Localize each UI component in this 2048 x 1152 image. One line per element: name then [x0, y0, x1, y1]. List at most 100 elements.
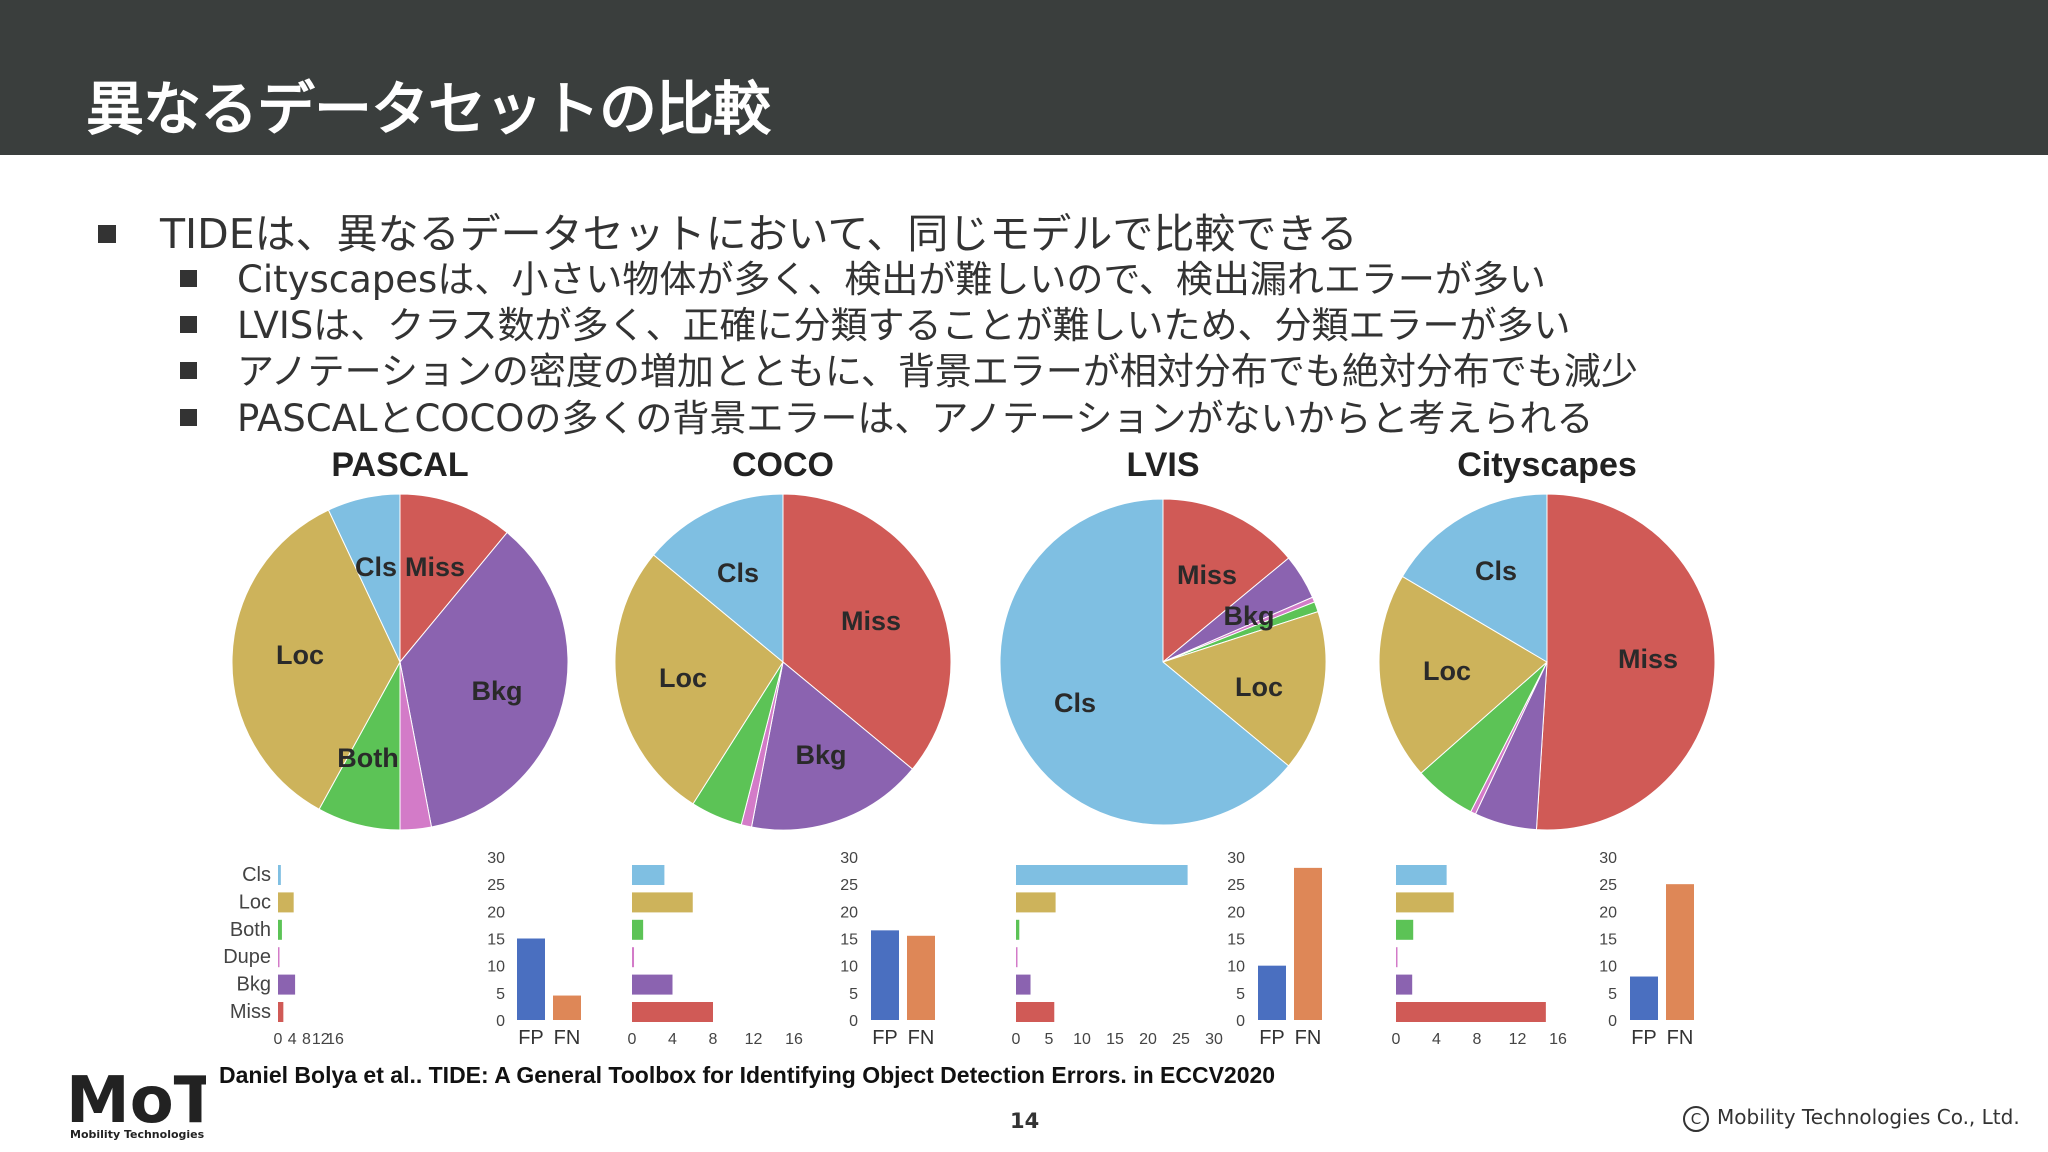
fpfn-axis-tick: 20 — [1227, 904, 1245, 921]
pie-label-miss: Miss — [841, 606, 901, 636]
pie-label-bkg: Bkg — [471, 676, 522, 706]
fpfn-axis-tick: 5 — [1608, 986, 1617, 1003]
error-axis-tick: 5 — [1045, 1031, 1054, 1048]
error-bar-label: Bkg — [237, 974, 271, 996]
pie-label-miss: Miss — [1618, 644, 1678, 674]
fpfn-bar-fp — [1258, 965, 1286, 1020]
pie-label-loc: Loc — [276, 640, 324, 670]
fpfn-bar-fp — [1630, 976, 1658, 1020]
page-number: 14 — [1010, 1109, 1040, 1133]
error-bar-label: Miss — [230, 1001, 271, 1023]
pie-slice-bkg — [750, 661, 914, 831]
error-bar-dupe — [278, 947, 280, 968]
error-bar-dupe — [1396, 947, 1398, 968]
bullet-text: LVISは、クラス数が多く、正確に分類することが難しいため、分類エラーが多い — [237, 304, 1571, 347]
error-bar-cls — [1016, 865, 1188, 885]
error-bar-both — [632, 919, 644, 940]
bullet-text: アノテーションの密度の増加とともに、背景エラーが相対分布でも絶対分布でも減少 — [237, 350, 1638, 393]
error-bar-cls — [1396, 865, 1447, 885]
bullet-main: TIDEは、異なるデータセットにおいて、同じモデルで比較できる — [98, 200, 1358, 260]
fpfn-axis-tick: 30 — [1599, 850, 1617, 867]
fpfn-axis-tick: 10 — [1227, 959, 1245, 976]
fpfn-axis-tick: 15 — [1227, 932, 1245, 949]
error-bar-bkg — [1016, 974, 1031, 995]
pie-slice-bkg — [399, 531, 569, 828]
error-bar-loc — [632, 892, 693, 913]
error-axis-tick: 20 — [1139, 1031, 1157, 1048]
copyright-icon: C — [1683, 1105, 1709, 1132]
error-axis-tick: 10 — [1073, 1031, 1091, 1048]
error-axis-tick: 16 — [1549, 1031, 1567, 1048]
error-bar-loc — [1016, 892, 1056, 913]
error-axis-tick: 25 — [1172, 1031, 1190, 1048]
error-axis-tick: 0 — [628, 1031, 637, 1048]
error-bar-both — [1016, 919, 1020, 940]
pie-slice-cls — [1401, 493, 1548, 663]
error-bar-miss — [1396, 1002, 1546, 1022]
error-bar-cls — [278, 865, 281, 885]
error-axis-tick: 8 — [709, 1031, 718, 1048]
fpfn-axis-tick: 10 — [840, 959, 858, 976]
square-bullet-icon — [180, 409, 197, 426]
pie-label-loc: Loc — [659, 663, 707, 693]
copyright: C Mobility Technologies Co., Ltd. — [1683, 1105, 2020, 1132]
fpfn-label-fn: FN — [908, 1027, 935, 1049]
fpfn-bar-fn — [1666, 884, 1694, 1020]
bullet-text: Cityscapesは、小さい物体が多く、検出が難しいので、検出漏れエラーが多い — [237, 258, 1546, 301]
fpfn-axis-tick: 0 — [496, 1013, 505, 1030]
fpfn-axis-tick: 30 — [1227, 850, 1245, 867]
error-axis-tick: 4 — [288, 1031, 297, 1048]
fpfn-axis-tick: 30 — [487, 850, 505, 867]
fpfn-bar-fp — [871, 930, 899, 1020]
fpfn-bar-fn — [1294, 867, 1322, 1020]
pie-label-loc: Loc — [1423, 656, 1471, 686]
pie-label-both: Both — [337, 743, 398, 773]
pie-label-bkg: Bkg — [1223, 601, 1274, 631]
fpfn-bar-fp — [517, 938, 545, 1020]
error-bar-both — [278, 919, 282, 940]
fpfn-axis-tick: 0 — [849, 1013, 858, 1030]
error-axis-tick: 16 — [785, 1031, 803, 1048]
error-axis-tick: 12 — [745, 1031, 763, 1048]
pie-label-miss: Miss — [405, 552, 465, 582]
fpfn-axis-tick: 5 — [496, 986, 505, 1003]
error-bar-bkg — [1396, 974, 1413, 995]
pie-slice-cls — [327, 493, 401, 663]
citation: Daniel Bolya et al.. TIDE: A General Too… — [219, 1062, 1276, 1088]
fpfn-label-fp: FP — [518, 1027, 544, 1049]
bullet-sub-1: Cityscapesは、小さい物体が多く、検出が難しいので、検出漏れエラーが多い — [180, 249, 1546, 303]
fpfn-bar-fn — [553, 995, 581, 1020]
copyright-text: Mobility Technologies Co., Ltd. — [1717, 1105, 2020, 1129]
mot-logo: MoT — [66, 1064, 218, 1144]
error-bar-dupe — [1016, 947, 1018, 968]
fpfn-axis-tick: 0 — [1236, 1013, 1245, 1030]
error-bar-bkg — [632, 974, 673, 995]
error-axis-tick: 16 — [326, 1031, 344, 1048]
pie-label-loc: Loc — [1235, 672, 1283, 702]
chart-title: LVIS — [1126, 446, 1199, 484]
pie-slice-miss — [782, 493, 952, 770]
error-bar-label: Both — [230, 919, 271, 941]
fpfn-axis-tick: 25 — [1599, 877, 1617, 894]
fpfn-label-fp: FP — [872, 1027, 898, 1049]
error-bar-label: Cls — [242, 864, 271, 886]
error-axis-tick: 4 — [668, 1031, 677, 1048]
bullet-sub-3: アノテーションの密度の増加とともに、背景エラーが相対分布でも絶対分布でも減少 — [180, 341, 1638, 395]
square-bullet-icon — [98, 225, 116, 243]
pie-slice-loc — [1161, 610, 1327, 767]
chart-title: PASCAL — [331, 446, 468, 484]
error-bar-cls — [632, 865, 665, 885]
error-bar-both — [1396, 919, 1414, 940]
error-axis-tick: 12 — [312, 1031, 330, 1048]
fpfn-axis-tick: 15 — [487, 932, 505, 949]
fpfn-label-fn: FN — [1295, 1027, 1322, 1049]
pie-slice-miss — [1535, 493, 1716, 831]
fpfn-axis-tick: 5 — [849, 986, 858, 1003]
bullet-sub-2: LVISは、クラス数が多く、正確に分類することが難しいため、分類エラーが多い — [180, 295, 1571, 349]
logo-text: MoT — [66, 1064, 206, 1126]
pie-label-cls: Cls — [1054, 688, 1096, 718]
fpfn-label-fp: FP — [1259, 1027, 1285, 1049]
error-bar-dupe — [632, 947, 635, 968]
pie-slice-cls — [652, 493, 784, 664]
